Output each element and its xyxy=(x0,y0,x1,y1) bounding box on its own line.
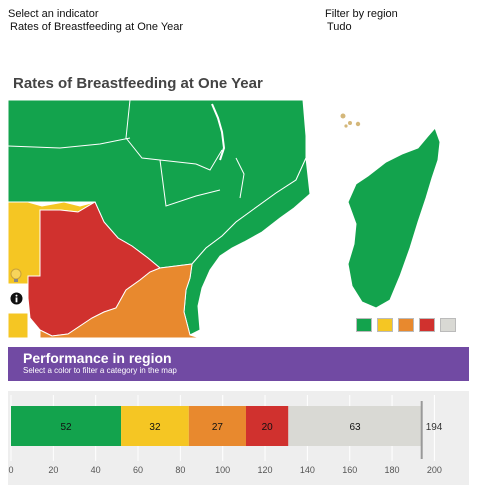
x-tick-label: 120 xyxy=(258,465,273,475)
bar-value-label: 27 xyxy=(212,422,224,433)
stacked-bar-chart: 0 20 40 60 80 100 120 140 160 180 200 52 32 27 20 63 194 xyxy=(8,395,443,475)
x-tick-label: 0 xyxy=(8,465,13,475)
bar-segment[interactable] xyxy=(11,406,122,446)
indicator-label: Select an indicator xyxy=(8,8,99,20)
performance-title: Performance in region xyxy=(23,350,172,366)
bar-value-label: 52 xyxy=(60,422,72,433)
bar-value-label: 20 xyxy=(262,422,274,433)
indicator-select[interactable]: Rates of Breastfeeding at One Year xyxy=(10,21,184,33)
map-border-lines xyxy=(7,99,245,207)
bar-segment[interactable] xyxy=(188,406,246,446)
map-island-comoros-4[interactable] xyxy=(344,124,348,128)
legend-swatch-yellow[interactable] xyxy=(377,318,393,332)
map-island-comoros-2[interactable] xyxy=(348,121,352,125)
x-tick-label: 140 xyxy=(300,465,315,475)
map-lake xyxy=(211,103,226,161)
x-tick-label: 40 xyxy=(91,465,101,475)
legend-swatch-no-data[interactable] xyxy=(440,318,456,332)
info-icon[interactable] xyxy=(10,292,23,308)
region-select[interactable]: Tudo xyxy=(327,21,352,33)
performance-chart: 0 20 40 60 80 100 120 140 160 180 200 52 32 27 20 63 194 xyxy=(8,391,469,485)
choropleth-map[interactable] xyxy=(0,98,479,343)
legend-swatch-red[interactable] xyxy=(419,318,435,332)
lightbulb-icon[interactable] xyxy=(10,268,22,287)
legend-swatches xyxy=(356,318,456,332)
map-island-madagascar[interactable] xyxy=(347,127,441,309)
map-region-southwest[interactable] xyxy=(7,312,29,339)
region-filter: Filter by region Tudo xyxy=(325,8,398,34)
x-tick-label: 20 xyxy=(48,465,58,475)
region-label: Filter by region xyxy=(325,8,398,20)
x-tick-label: 100 xyxy=(215,465,230,475)
bar-segment[interactable] xyxy=(121,406,189,446)
bar-segment[interactable] xyxy=(288,406,422,446)
map-region-south[interactable] xyxy=(39,263,201,339)
map-island-comoros-3[interactable] xyxy=(355,121,361,127)
total-label: 194 xyxy=(426,422,443,433)
bar-segment[interactable] xyxy=(245,406,289,446)
x-tick-label: 60 xyxy=(133,465,143,475)
map-island-comoros-1[interactable] xyxy=(340,113,346,119)
map-title: Rates of Breastfeeding at One Year xyxy=(13,75,263,92)
x-tick-label: 200 xyxy=(427,465,442,475)
bar-value-label: 63 xyxy=(349,422,361,433)
bar-value-label: 32 xyxy=(149,422,161,433)
legend-swatch-orange[interactable] xyxy=(398,318,414,332)
performance-subtitle: Select a color to filter a category in t… xyxy=(23,366,177,375)
indicator-filter: Select an indicator Rates of Breastfeedi… xyxy=(8,8,183,34)
performance-header: Performance in region Select a color to … xyxy=(8,347,469,381)
x-tick-label: 160 xyxy=(342,465,357,475)
x-tick-label: 180 xyxy=(385,465,400,475)
x-tick-label: 80 xyxy=(175,465,185,475)
legend-swatch-green[interactable] xyxy=(356,318,372,332)
